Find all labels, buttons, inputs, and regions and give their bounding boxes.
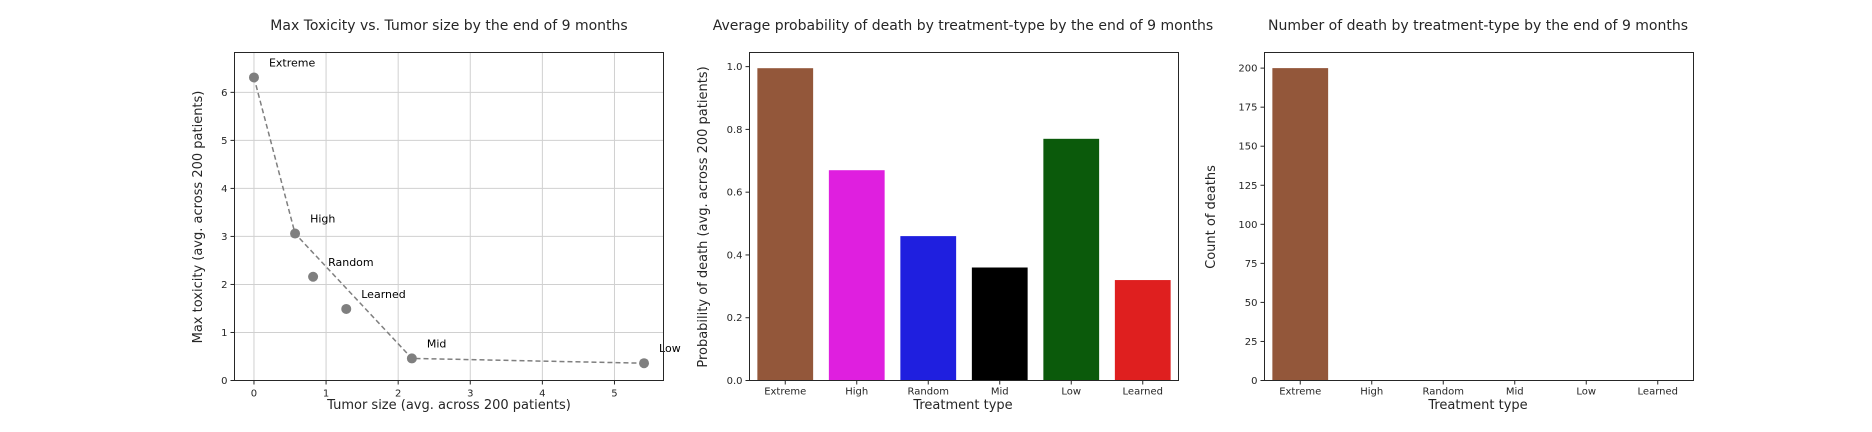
y-tick-label: 125: [1238, 181, 1257, 192]
x-tick-label: 2: [395, 389, 401, 400]
frontier-line: [253, 77, 645, 364]
bar-random: [900, 236, 957, 381]
plot-frame: [234, 52, 664, 381]
y-tick-label: 0.2: [727, 313, 743, 324]
y-axis-ticks: 0 25 50 75 100 125 150 175 200: [1238, 64, 1265, 387]
y-tick-label: 0.0: [727, 376, 743, 387]
point-label-high: High: [310, 213, 335, 226]
x-axis-ticks: 0 1 2 3 4 5: [251, 380, 618, 400]
point-label-extreme: Extreme: [269, 56, 316, 69]
x-tick-label: High: [1360, 387, 1383, 398]
data-point-random: [308, 271, 319, 282]
point-annotations: Extreme High Random Learned Mid Low: [269, 56, 681, 355]
bar-extreme: [1272, 68, 1329, 381]
point-label-low: Low: [659, 342, 681, 355]
chart-title-1: Max Toxicity vs. Tumor size by the end o…: [270, 18, 627, 34]
y-tick-label: 0.8: [727, 125, 743, 136]
panel-toxicity-vs-tumor: Max Toxicity vs. Tumor size by the end o…: [191, 18, 681, 413]
bar-high: [828, 170, 885, 381]
x-tick-label: 4: [539, 389, 545, 400]
point-label-learned: Learned: [361, 288, 406, 301]
bar-extreme: [757, 68, 814, 381]
y-axis-ticks: 0 1 2 3 4 5 6: [221, 88, 235, 387]
x-tick-label: 1: [323, 389, 329, 400]
x-tick-label: Extreme: [1279, 387, 1321, 398]
x-axis-ticks: Extreme High Random Mid Low Learned: [1279, 380, 1678, 398]
data-point-high: [290, 228, 301, 239]
y-axis-ticks: 0.0 0.2 0.4 0.6 0.8 1.0: [727, 62, 750, 387]
x-tick-label: 0: [251, 389, 257, 400]
bars: [1272, 68, 1329, 381]
x-axis-ticks: Extreme High Random Mid Low Learned: [764, 380, 1163, 398]
plot-frame: [749, 52, 1179, 381]
plot-frame: [1264, 52, 1694, 381]
data-point-extreme: [248, 72, 259, 83]
x-tick-label: Low: [1061, 387, 1081, 398]
x-tick-label: Low: [1576, 387, 1596, 398]
y-tick-label: 100: [1238, 220, 1257, 231]
data-point-learned: [341, 303, 352, 314]
point-label-random: Random: [328, 256, 374, 269]
y-tick-label: 6: [221, 88, 227, 99]
y-tick-label: 5: [221, 136, 227, 147]
y-axis-label: Count of deaths: [1204, 165, 1219, 269]
y-tick-label: 25: [1245, 337, 1258, 348]
series-line: [253, 77, 645, 364]
y-tick-label: 0: [221, 376, 227, 387]
point-label-mid: Mid: [427, 337, 447, 350]
y-tick-label: 75: [1245, 259, 1258, 270]
data-point-low: [639, 358, 650, 369]
x-tick-label: Mid: [991, 387, 1009, 398]
x-tick-label: Learned: [1638, 387, 1678, 398]
x-tick-label: Mid: [1506, 387, 1524, 398]
y-tick-label: 150: [1238, 142, 1257, 153]
y-tick-label: 1.0: [727, 62, 743, 73]
chart-title-2: Average probability of death by treatmen…: [713, 18, 1213, 34]
x-tick-label: 5: [611, 389, 617, 400]
bar-learned: [1114, 280, 1171, 381]
bar-low: [1043, 138, 1100, 381]
data-points: [248, 72, 650, 369]
bars: [757, 68, 1171, 381]
chart-title-3: Number of death by treatment-type by the…: [1268, 18, 1688, 34]
x-axis-label: Treatment type: [1427, 398, 1527, 413]
x-tick-label: Extreme: [764, 387, 806, 398]
data-point-mid: [406, 353, 417, 364]
y-axis-label: Probability of death (avg. across 200 pa…: [696, 66, 711, 367]
y-tick-label: 0.6: [727, 188, 743, 199]
y-tick-label: 0.4: [727, 250, 743, 261]
panel-count-of-deaths: Number of death by treatment-type by the…: [1204, 18, 1694, 413]
y-tick-label: 175: [1238, 103, 1257, 114]
y-axis-label: Max toxicity (avg. across 200 patients): [191, 91, 206, 344]
x-axis-label: Tumor size (avg. across 200 patients): [326, 398, 571, 413]
x-tick-label: Random: [1423, 387, 1464, 398]
y-tick-label: 50: [1245, 298, 1258, 309]
y-tick-label: 0: [1251, 376, 1257, 387]
y-tick-label: 4: [221, 184, 227, 195]
y-tick-label: 1: [221, 328, 227, 339]
y-tick-label: 200: [1238, 64, 1257, 75]
x-axis-label: Treatment type: [912, 398, 1012, 413]
bar-mid: [971, 267, 1028, 381]
x-tick-label: 3: [467, 389, 473, 400]
y-tick-label: 3: [221, 232, 227, 243]
y-tick-label: 2: [221, 280, 227, 291]
panel-probability-of-death: Average probability of death by treatmen…: [696, 18, 1213, 413]
x-tick-label: Random: [908, 387, 949, 398]
x-tick-label: Learned: [1123, 387, 1163, 398]
x-tick-label: High: [845, 387, 868, 398]
